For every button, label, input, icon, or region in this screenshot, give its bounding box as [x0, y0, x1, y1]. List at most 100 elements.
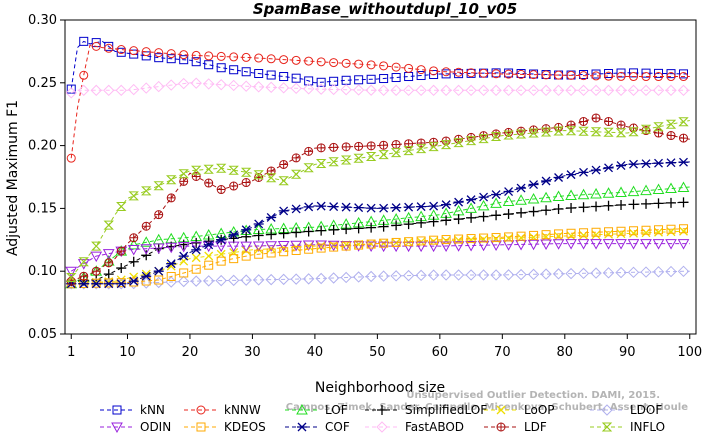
series-point-fastabod: [215, 78, 227, 91]
series-point-cof: [591, 165, 602, 175]
series-point-cof: [153, 266, 164, 276]
series-point-odin: [377, 241, 390, 253]
series-point-ldof: [302, 273, 315, 285]
legend-item-odin: ODIN: [100, 420, 171, 434]
series-point-simplifiedlof: [391, 220, 402, 231]
series-line-knn: [70, 40, 690, 90]
series-point-ldof: [365, 270, 377, 283]
series-ldf: [66, 113, 690, 286]
legend-marker-loop: [496, 405, 506, 415]
series-point-simplifiedlof: [116, 263, 127, 274]
series-point-inflo: [665, 119, 677, 129]
series-point-cof: [116, 279, 127, 289]
series-point-lof: [502, 195, 515, 206]
series-point-ldof: [527, 268, 540, 281]
legend-marker-ldof: [601, 404, 613, 416]
series-line-ldof: [71, 270, 690, 285]
series-point-ldof: [540, 268, 552, 280]
series-point-lof: [540, 191, 552, 203]
series-point-ldf: [166, 193, 176, 203]
series-point-knnw: [91, 41, 101, 51]
series-point-simplifiedlof: [641, 198, 652, 209]
series-point-knnw: [604, 71, 614, 81]
series-point-cof: [328, 202, 339, 212]
series-point-cof: [378, 203, 389, 213]
series-point-knn: [641, 68, 651, 78]
series-point-ldof: [90, 278, 102, 290]
series-point-knnw: [79, 70, 89, 80]
series-point-ldof: [177, 275, 190, 288]
series-point-kdeos: [429, 235, 439, 245]
series-point-simplifiedlof: [591, 201, 602, 212]
series-point-odin: [315, 240, 327, 251]
series-point-odin: [490, 240, 502, 251]
series-point-ldof: [315, 272, 327, 285]
series-point-cof: [178, 251, 189, 261]
series-point-ldf: [391, 139, 401, 149]
series-point-odin: [427, 241, 440, 253]
series-point-cof: [216, 235, 227, 245]
series-point-simplifiedlof: [403, 219, 414, 230]
series-point-fastabod: [115, 84, 127, 97]
series-point-fastabod: [78, 84, 90, 97]
series-point-fastabod: [140, 82, 152, 94]
series-point-ldf: [129, 233, 139, 243]
series-point-knn: [154, 53, 164, 63]
series-point-inflo: [603, 127, 614, 137]
series-point-ldof: [590, 267, 602, 279]
series-point-inflo: [153, 181, 164, 191]
series-point-ldof: [340, 271, 352, 284]
series-point-knnw: [291, 55, 301, 65]
series-line-cof: [71, 161, 690, 285]
series-point-inflo: [178, 169, 189, 179]
series-point-knnw: [366, 60, 376, 70]
series-point-fastabod: [602, 84, 615, 97]
series-point-knn: [679, 69, 689, 79]
series-point-knn: [366, 74, 376, 84]
series-point-inflo: [103, 220, 114, 230]
series-point-kdeos: [366, 239, 376, 249]
series-point-inflo: [365, 152, 377, 162]
series-point-simplifiedlof: [378, 221, 389, 232]
series-point-ldof: [427, 269, 440, 281]
series-point-inflo: [128, 191, 139, 201]
series-point-ldf: [279, 159, 289, 169]
series-point-simplifiedlof: [291, 227, 302, 238]
series-point-knn: [316, 77, 326, 87]
series-point-knnw: [416, 65, 426, 75]
legend-label-cof: COF: [325, 420, 350, 434]
series-point-simplifiedlof: [328, 224, 339, 235]
series-point-ldof: [78, 278, 90, 290]
series-point-inflo: [453, 138, 464, 148]
series-point-cof: [128, 276, 139, 286]
series-point-knnw: [654, 72, 664, 82]
series-point-simplifiedlof: [428, 216, 439, 227]
series-point-fastabod: [365, 84, 377, 96]
series-point-cof: [578, 167, 589, 177]
series-point-ldof: [565, 267, 577, 280]
legend-item-loop: LoOP: [484, 403, 555, 417]
series-inflo: [66, 117, 690, 282]
series-point-cof: [528, 180, 539, 189]
legend-item-kdeos: KDEOS: [184, 420, 266, 434]
series-point-fastabod: [465, 84, 477, 97]
series-point-cof: [641, 159, 652, 169]
series-point-ldof: [290, 273, 302, 285]
series-point-knn: [416, 71, 426, 81]
series-point-fastabod: [65, 87, 77, 99]
series-point-fastabod: [240, 80, 252, 92]
series-point-inflo: [228, 165, 239, 175]
series-point-ldof: [552, 268, 565, 280]
series-point-inflo: [590, 127, 602, 137]
series-point-fastabod: [290, 82, 302, 95]
series-point-ldof: [577, 267, 590, 280]
series-point-ldf: [566, 120, 576, 130]
series-point-knnw: [391, 62, 401, 72]
series-point-inflo: [278, 176, 289, 186]
series-point-cof: [291, 204, 302, 214]
series-point-odin: [127, 244, 140, 256]
x-tick-label-100: 100: [677, 345, 702, 360]
series-point-simplifiedlof: [103, 269, 114, 280]
series-point-ldf: [104, 258, 114, 268]
credit-line-1: Campos, Zimek, Sander, Campello, Micenko…: [286, 402, 688, 413]
